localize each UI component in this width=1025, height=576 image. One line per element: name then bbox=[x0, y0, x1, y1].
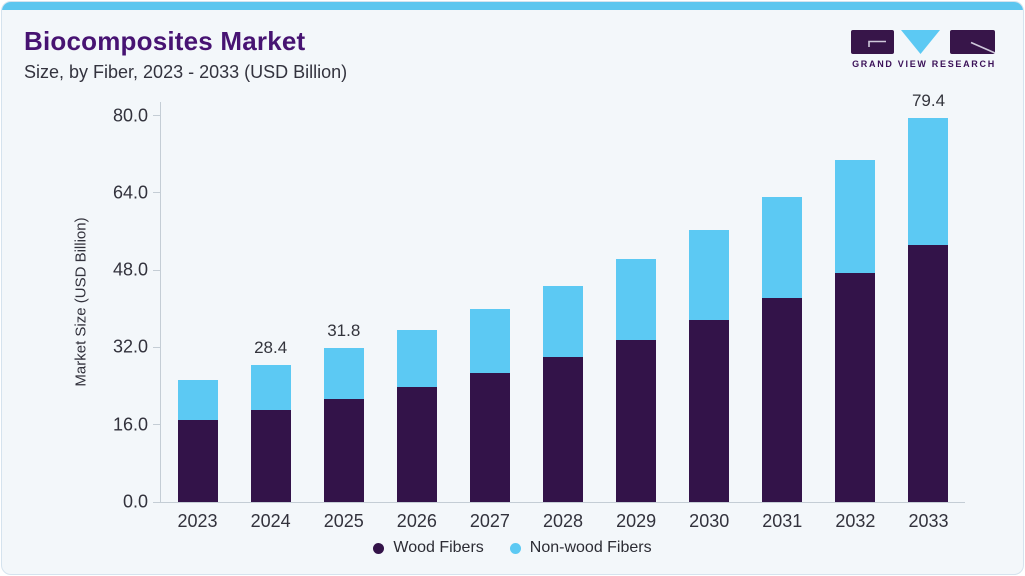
bar-segment-wood-fibers-2031[interactable] bbox=[762, 297, 803, 502]
legend-item-non-wood-fibers[interactable]: Non-wood Fibers bbox=[509, 539, 652, 557]
y-tick-mark bbox=[153, 346, 161, 348]
x-tick-label-2030: 2030 bbox=[689, 511, 730, 531]
bar-column-2033: 79.4 2033 bbox=[892, 91, 965, 531]
y-tick-label: 32.0 bbox=[112, 336, 148, 357]
bar-segment-non-wood-fibers-2032[interactable] bbox=[835, 159, 876, 273]
y-tick-mark bbox=[153, 192, 161, 194]
brand-logo: GRAND VIEW RESEARCH bbox=[851, 30, 997, 69]
bar-column-2032: 2032 bbox=[819, 102, 892, 531]
plot-area: 2023 28.4 2024 31.8 2025 2026 2027 2028 2029 2030… bbox=[113, 91, 965, 531]
x-tick-label-2026: 2026 bbox=[396, 511, 437, 531]
x-tick-label-2029: 2029 bbox=[616, 511, 657, 531]
y-tick-label: 0.0 bbox=[122, 491, 148, 512]
legend-dot-icon bbox=[373, 542, 385, 554]
top-accent-bar bbox=[2, 2, 1023, 10]
brand-logo-text: GRAND VIEW RESEARCH bbox=[852, 59, 996, 69]
bar-segment-wood-fibers-2028[interactable] bbox=[543, 357, 584, 502]
stacked-bar-2032 bbox=[835, 159, 876, 502]
bar-column-2029: 2029 bbox=[600, 102, 673, 531]
bar-segment-wood-fibers-2024[interactable] bbox=[250, 410, 291, 502]
stacked-bar-2025 bbox=[323, 348, 364, 502]
y-tick-label: 16.0 bbox=[112, 414, 148, 435]
bar-segment-non-wood-fibers-2030[interactable] bbox=[689, 230, 730, 320]
stacked-bar-2029 bbox=[616, 259, 657, 502]
chart-header: Biocomposites Market Size, by Fiber, 202… bbox=[24, 26, 347, 83]
y-tick-mark bbox=[153, 115, 161, 116]
bar-segment-wood-fibers-2030[interactable] bbox=[689, 319, 730, 502]
stacked-bar-2026 bbox=[396, 329, 437, 502]
y-tick-mark bbox=[153, 501, 161, 503]
gvr-logo-icon bbox=[851, 30, 996, 54]
x-tick-label-2027: 2027 bbox=[469, 511, 510, 531]
bar-total-label-2033: 79.4 bbox=[911, 91, 946, 111]
legend-item-wood-fibers[interactable]: Wood Fibers bbox=[373, 539, 484, 557]
bar-segment-wood-fibers-2029[interactable] bbox=[616, 339, 657, 502]
bar-segment-wood-fibers-2023[interactable] bbox=[177, 419, 218, 502]
stacked-bar-2024 bbox=[250, 364, 291, 502]
bar-segment-non-wood-fibers-2026[interactable] bbox=[396, 329, 437, 387]
chart-legend: Wood Fibers Non-wood Fibers bbox=[2, 539, 1023, 557]
bar-segment-wood-fibers-2027[interactable] bbox=[469, 372, 510, 502]
stacked-bar-2027 bbox=[469, 308, 510, 502]
bar-column-2028: 2028 bbox=[526, 102, 599, 531]
bar-column-2026: 2026 bbox=[380, 102, 453, 531]
x-tick-label-2025: 2025 bbox=[323, 511, 364, 531]
y-tick-mark bbox=[153, 424, 161, 426]
bar-segment-wood-fibers-2025[interactable] bbox=[323, 399, 364, 502]
bar-segment-non-wood-fibers-2033[interactable] bbox=[908, 118, 949, 245]
bar-column-2031: 2031 bbox=[746, 102, 819, 531]
bar-segment-wood-fibers-2033[interactable] bbox=[908, 244, 949, 502]
bar-total-label-2024: 28.4 bbox=[254, 337, 288, 357]
legend-label: Non-wood Fibers bbox=[529, 539, 652, 556]
stacked-bar-2030 bbox=[689, 230, 730, 502]
bar-segment-non-wood-fibers-2023[interactable] bbox=[177, 379, 218, 420]
y-tick-label: 80.0 bbox=[112, 105, 148, 125]
bar-column-2030: 2030 bbox=[673, 102, 746, 531]
stacked-bar-2033 bbox=[908, 118, 949, 502]
bar-segment-wood-fibers-2032[interactable] bbox=[835, 273, 876, 502]
x-tick-label-2023: 2023 bbox=[177, 511, 218, 531]
y-tick-label: 64.0 bbox=[112, 182, 148, 203]
bar-column-2027: 2027 bbox=[453, 102, 526, 531]
stacked-bar-2028 bbox=[543, 285, 584, 502]
x-tick-label-2031: 2031 bbox=[762, 511, 803, 531]
bar-total-label-2025: 31.8 bbox=[327, 321, 361, 341]
x-tick-label-2028: 2028 bbox=[542, 511, 584, 531]
bar-column-2023: 2023 bbox=[161, 102, 234, 531]
bar-segment-non-wood-fibers-2027[interactable] bbox=[469, 308, 510, 373]
bar-column-2024: 28.4 2024 bbox=[234, 102, 307, 531]
bar-segment-wood-fibers-2026[interactable] bbox=[396, 386, 437, 502]
y-tick-mark bbox=[153, 269, 161, 271]
x-tick-label-2032: 2032 bbox=[835, 511, 876, 531]
legend-dot-icon bbox=[509, 542, 521, 554]
stacked-bar-2031 bbox=[762, 197, 803, 502]
bar-segment-non-wood-fibers-2024[interactable] bbox=[250, 364, 291, 411]
bar-columns: 2023 28.4 2024 31.8 2025 2026 2027 2028 2029 2030… bbox=[161, 91, 965, 531]
bar-segment-non-wood-fibers-2029[interactable] bbox=[616, 259, 657, 340]
bar-segment-non-wood-fibers-2031[interactable] bbox=[762, 197, 803, 298]
chart-subtitle: Size, by Fiber, 2023 - 2033 (USD Billion… bbox=[24, 62, 348, 82]
page-title: Biocomposites Market bbox=[24, 26, 306, 56]
x-tick-label-2033: 2033 bbox=[908, 511, 949, 531]
bar-segment-non-wood-fibers-2028[interactable] bbox=[543, 285, 584, 358]
x-tick-label-2024: 2024 bbox=[250, 511, 291, 531]
stacked-bar-2023 bbox=[177, 379, 218, 502]
y-axis-title: Market Size (USD Billion) bbox=[72, 217, 90, 387]
bar-column-2025: 31.8 2025 bbox=[307, 102, 380, 531]
legend-label: Wood Fibers bbox=[393, 539, 484, 556]
y-tick-label: 48.0 bbox=[112, 259, 148, 280]
bar-segment-non-wood-fibers-2025[interactable] bbox=[323, 348, 364, 400]
